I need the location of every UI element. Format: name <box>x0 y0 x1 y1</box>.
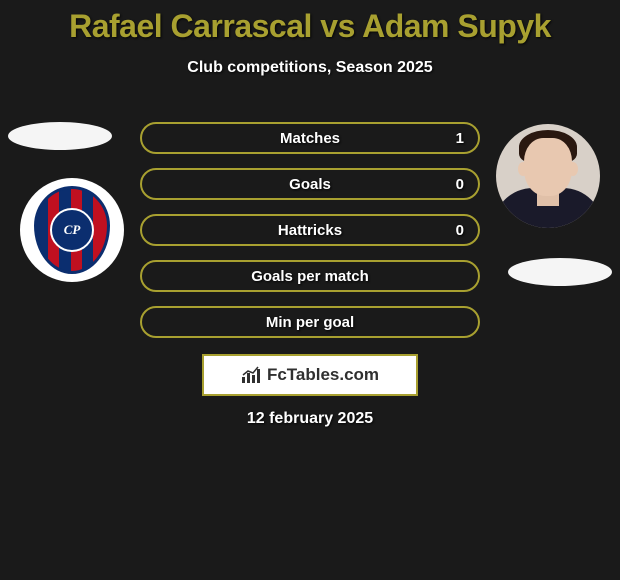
stat-row-goals-per-match: Goals per match <box>140 260 480 292</box>
club-shield: CP <box>34 186 110 274</box>
comparison-date: 12 february 2025 <box>0 410 620 428</box>
stat-label: Goals per match <box>251 268 369 285</box>
chart-icon <box>241 366 261 384</box>
player1-placeholder-oval <box>8 122 112 150</box>
stat-row-matches: Matches 1 <box>140 122 480 154</box>
stat-row-min-per-goal: Min per goal <box>140 306 480 338</box>
stat-value-right: 0 <box>456 222 464 239</box>
stat-label: Hattricks <box>278 222 342 239</box>
stat-value-right: 1 <box>456 130 464 147</box>
stat-value-right: 0 <box>456 176 464 193</box>
stats-container: Matches 1 Goals 0 Hattricks 0 Goals per … <box>140 122 480 352</box>
stat-row-goals: Goals 0 <box>140 168 480 200</box>
stat-label: Goals <box>289 176 331 193</box>
player1-club-badge: CP <box>20 178 124 282</box>
player2-placeholder-oval <box>508 258 612 286</box>
club-badge-letters: CP <box>64 222 81 238</box>
stat-row-hattricks: Hattricks 0 <box>140 214 480 246</box>
club-badge-circle: CP <box>50 208 94 252</box>
stat-label: Matches <box>280 130 340 147</box>
fctables-logo-text: FcTables.com <box>267 365 379 385</box>
fctables-logo-box: FcTables.com <box>202 354 418 396</box>
comparison-title: Rafael Carrascal vs Adam Supyk <box>0 0 620 45</box>
comparison-subtitle: Club competitions, Season 2025 <box>0 59 620 77</box>
player2-photo <box>496 124 600 228</box>
stat-label: Min per goal <box>266 314 354 331</box>
